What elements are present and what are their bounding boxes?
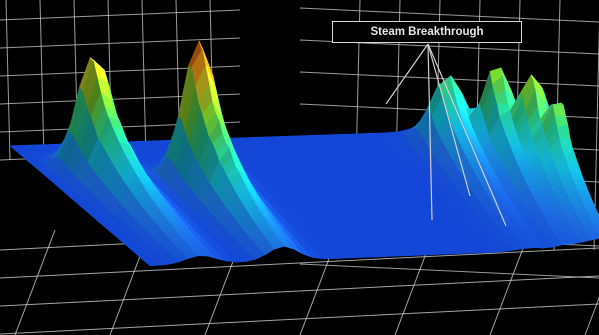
surface-patch bbox=[552, 104, 566, 117]
surface-patch bbox=[572, 178, 587, 186]
surface-patch bbox=[563, 152, 578, 162]
annotation-arrow bbox=[427, 43, 471, 197]
surface-patch bbox=[561, 146, 575, 155]
grid-line bbox=[299, 263, 599, 279]
surface-patch bbox=[590, 219, 599, 226]
annotation-arrow bbox=[427, 43, 507, 227]
grid-line bbox=[0, 247, 599, 279]
annotation-label: Steam Breakthrough bbox=[332, 21, 522, 43]
grid-line bbox=[299, 7, 599, 23]
surface-patch bbox=[570, 172, 584, 180]
surface-patch bbox=[559, 137, 573, 148]
surface-patch bbox=[579, 195, 593, 202]
surface-patch bbox=[575, 184, 589, 191]
surface-patch bbox=[566, 159, 580, 168]
surface-patch bbox=[557, 124, 571, 139]
grid-line bbox=[0, 9, 241, 21]
grid-line bbox=[0, 37, 241, 49]
annotation-arrows bbox=[385, 43, 507, 227]
annotation-arrow bbox=[385, 43, 429, 105]
surface-patch bbox=[595, 228, 599, 235]
surface-patch bbox=[588, 214, 599, 221]
grid-line bbox=[0, 275, 599, 307]
grid-line bbox=[0, 303, 599, 335]
grid-line bbox=[141, 0, 147, 161]
grid-line bbox=[39, 0, 45, 161]
surface-patch bbox=[584, 205, 598, 212]
surface bbox=[9, 40, 599, 267]
surface-patch bbox=[593, 224, 599, 230]
grid-line bbox=[584, 296, 599, 335]
surface-patch bbox=[577, 189, 591, 197]
grid-line bbox=[14, 229, 56, 335]
annotation-arrow bbox=[427, 43, 433, 221]
surface-patch bbox=[581, 200, 595, 207]
grid-line bbox=[5, 0, 11, 161]
surface-patch bbox=[588, 233, 599, 241]
surface-patch bbox=[568, 166, 582, 174]
surface-patch bbox=[586, 210, 599, 217]
